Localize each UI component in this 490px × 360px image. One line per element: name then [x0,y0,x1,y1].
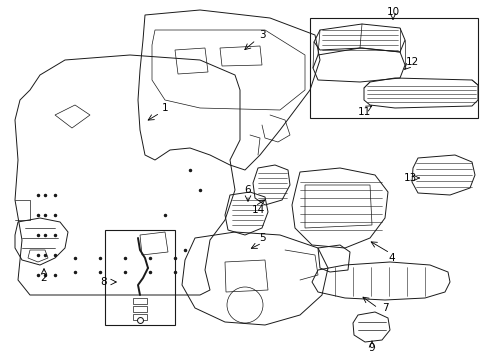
Bar [105,230,175,325]
Text: 9: 9 [368,343,375,353]
Text: 11: 11 [357,107,370,117]
Text: 3: 3 [259,30,265,40]
Text: 2: 2 [41,273,48,283]
Text: 1: 1 [162,103,168,113]
Text: 8: 8 [100,277,107,287]
Bar [133,298,147,304]
Text: 13: 13 [403,173,416,183]
Bar [133,306,147,312]
Text: 5: 5 [259,233,265,243]
Text: 10: 10 [387,7,399,17]
Bar [310,18,478,118]
Text: 7: 7 [382,303,388,313]
Text: 4: 4 [389,253,395,263]
Text: 14: 14 [251,205,265,215]
Text: 6: 6 [245,185,251,195]
Bar [133,314,147,320]
Text: 12: 12 [405,57,418,67]
